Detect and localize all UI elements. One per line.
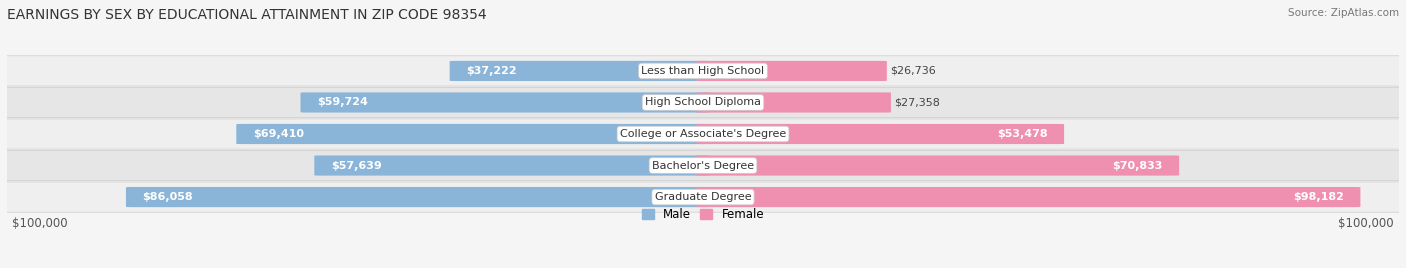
FancyBboxPatch shape [301,92,710,113]
Text: EARNINGS BY SEX BY EDUCATIONAL ATTAINMENT IN ZIP CODE 98354: EARNINGS BY SEX BY EDUCATIONAL ATTAINMEN… [7,8,486,22]
Text: Bachelor's Degree: Bachelor's Degree [652,161,754,170]
Text: $27,358: $27,358 [894,98,941,107]
FancyBboxPatch shape [696,124,1064,144]
Text: College or Associate's Degree: College or Associate's Degree [620,129,786,139]
FancyBboxPatch shape [0,87,1406,118]
FancyBboxPatch shape [450,61,710,81]
Text: Source: ZipAtlas.com: Source: ZipAtlas.com [1288,8,1399,18]
Text: Graduate Degree: Graduate Degree [655,192,751,202]
Text: High School Diploma: High School Diploma [645,98,761,107]
Text: $86,058: $86,058 [142,192,193,202]
Text: $59,724: $59,724 [318,98,368,107]
Text: $98,182: $98,182 [1294,192,1344,202]
FancyBboxPatch shape [696,155,1180,176]
FancyBboxPatch shape [0,56,1406,86]
FancyBboxPatch shape [696,61,887,81]
Text: Less than High School: Less than High School [641,66,765,76]
Legend: Male, Female: Male, Female [641,208,765,221]
Text: $70,833: $70,833 [1112,161,1163,170]
FancyBboxPatch shape [315,155,710,176]
FancyBboxPatch shape [0,150,1406,181]
Text: $57,639: $57,639 [330,161,381,170]
FancyBboxPatch shape [696,92,891,113]
Text: $37,222: $37,222 [467,66,517,76]
Text: $26,736: $26,736 [890,66,936,76]
FancyBboxPatch shape [0,119,1406,149]
FancyBboxPatch shape [696,187,1361,207]
Text: $53,478: $53,478 [997,129,1047,139]
Text: $69,410: $69,410 [253,129,304,139]
FancyBboxPatch shape [127,187,710,207]
FancyBboxPatch shape [0,182,1406,212]
FancyBboxPatch shape [236,124,710,144]
